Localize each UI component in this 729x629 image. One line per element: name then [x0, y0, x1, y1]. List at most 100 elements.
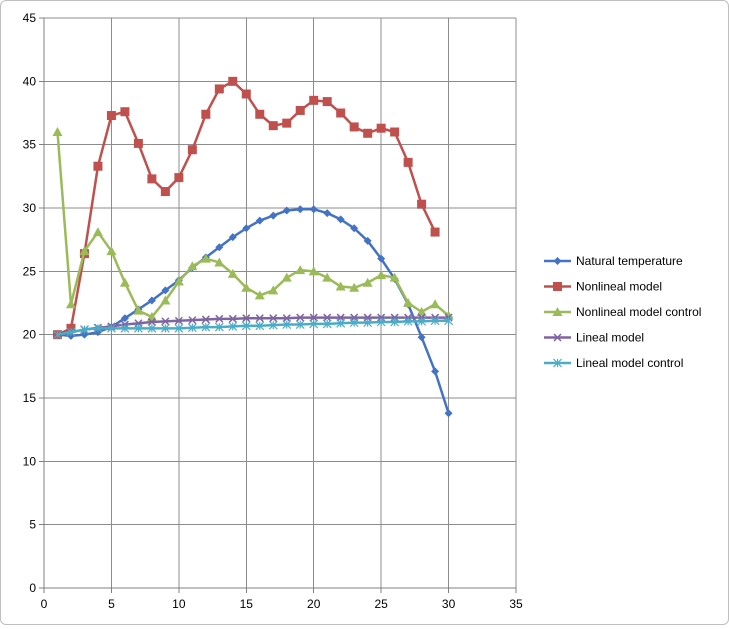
data-point — [322, 319, 332, 329]
y-tick-label: 10 — [23, 454, 37, 468]
data-point — [444, 409, 453, 418]
data-point — [160, 323, 170, 333]
data-point — [281, 272, 292, 282]
marker-stroke — [296, 313, 305, 322]
data-point — [147, 296, 156, 305]
data-point — [53, 330, 62, 340]
data-point — [255, 314, 264, 323]
data-point — [200, 253, 211, 263]
legend-item-lineal-model-control: Lineal model control — [544, 356, 683, 370]
data-point — [133, 305, 144, 315]
data-point — [79, 246, 90, 256]
legend-item-nonlineal-model: Nonlineal model — [544, 280, 662, 294]
data-point — [52, 127, 63, 136]
data-point — [201, 109, 211, 119]
x-tick-label: 25 — [374, 597, 388, 611]
x-tick-label: 0 — [41, 597, 48, 611]
data-point — [120, 107, 130, 117]
data-point — [65, 299, 76, 309]
marker-stroke — [553, 333, 562, 342]
data-point — [376, 123, 386, 133]
data-point — [241, 282, 252, 292]
data-point — [255, 109, 265, 119]
series-line-natural-temperature — [57, 208, 450, 414]
data-point — [295, 105, 305, 115]
data-point — [308, 266, 319, 276]
legend-marker — [553, 333, 562, 342]
data-point — [161, 317, 170, 326]
data-point — [214, 84, 224, 94]
marker-stroke — [174, 316, 183, 325]
data-point — [444, 316, 453, 326]
legend-label: Nonlineal model — [576, 280, 662, 294]
data-point — [215, 314, 224, 323]
data-point — [93, 323, 103, 333]
data-point — [93, 161, 103, 171]
marker-stroke — [269, 314, 278, 323]
data-point — [173, 276, 184, 286]
y-tick-label: 25 — [23, 264, 37, 278]
data-point — [187, 145, 197, 155]
y-tick-label: 15 — [23, 391, 37, 405]
legend-item-lineal-model: Lineal model — [544, 331, 644, 345]
data-point — [349, 282, 360, 292]
data-point — [376, 270, 387, 280]
data-point — [363, 318, 373, 328]
data-point — [187, 323, 197, 333]
legend-label: Nonlineal model control — [576, 305, 701, 319]
data-point — [268, 285, 279, 295]
y-tick-label: 45 — [23, 11, 37, 25]
data-point — [322, 272, 333, 282]
data-point — [269, 314, 278, 323]
data-point — [416, 306, 427, 316]
data-point — [295, 265, 306, 275]
data-point — [106, 246, 117, 256]
data-point — [242, 224, 251, 233]
data-point — [296, 205, 305, 214]
data-point — [350, 224, 359, 233]
series-lineal-model-control — [53, 316, 453, 340]
x-tick-label: 5 — [108, 597, 115, 611]
data-point — [336, 108, 346, 118]
data-point — [133, 138, 143, 148]
data-point — [241, 89, 251, 99]
data-point — [430, 299, 441, 309]
data-point — [174, 316, 183, 325]
legend-label: Natural temperature — [576, 254, 683, 268]
data-point — [336, 313, 345, 322]
y-tick-label: 0 — [29, 581, 36, 595]
data-point — [160, 295, 171, 305]
data-point — [201, 322, 211, 332]
data-point — [268, 121, 278, 131]
marker-stroke — [161, 317, 170, 326]
data-point — [187, 261, 198, 271]
marker-stroke — [282, 314, 291, 323]
legend-marker — [553, 282, 562, 291]
data-point — [120, 314, 129, 323]
marker-stroke — [336, 313, 345, 322]
data-point — [241, 321, 251, 331]
data-point — [160, 187, 170, 197]
data-point — [363, 128, 373, 138]
data-point — [295, 320, 305, 329]
data-point — [296, 313, 305, 322]
data-point — [430, 316, 440, 326]
data-point — [188, 316, 197, 325]
y-tick-label: 35 — [23, 138, 37, 152]
x-tick-label: 30 — [442, 597, 456, 611]
data-point — [309, 95, 319, 105]
data-point — [174, 323, 184, 333]
legend: Natural temperature Nonlineal model Nonlin… — [544, 254, 701, 370]
marker-stroke — [323, 313, 332, 322]
data-point — [228, 322, 238, 331]
legend-item-nonlineal-model-control: Nonlineal model control — [544, 305, 701, 319]
data-point — [120, 323, 130, 333]
data-point — [228, 76, 238, 86]
data-point — [147, 174, 157, 184]
legend-marker — [552, 307, 563, 316]
data-point — [174, 173, 184, 183]
data-point — [431, 367, 440, 376]
data-point — [228, 233, 237, 242]
data-point — [309, 319, 319, 329]
